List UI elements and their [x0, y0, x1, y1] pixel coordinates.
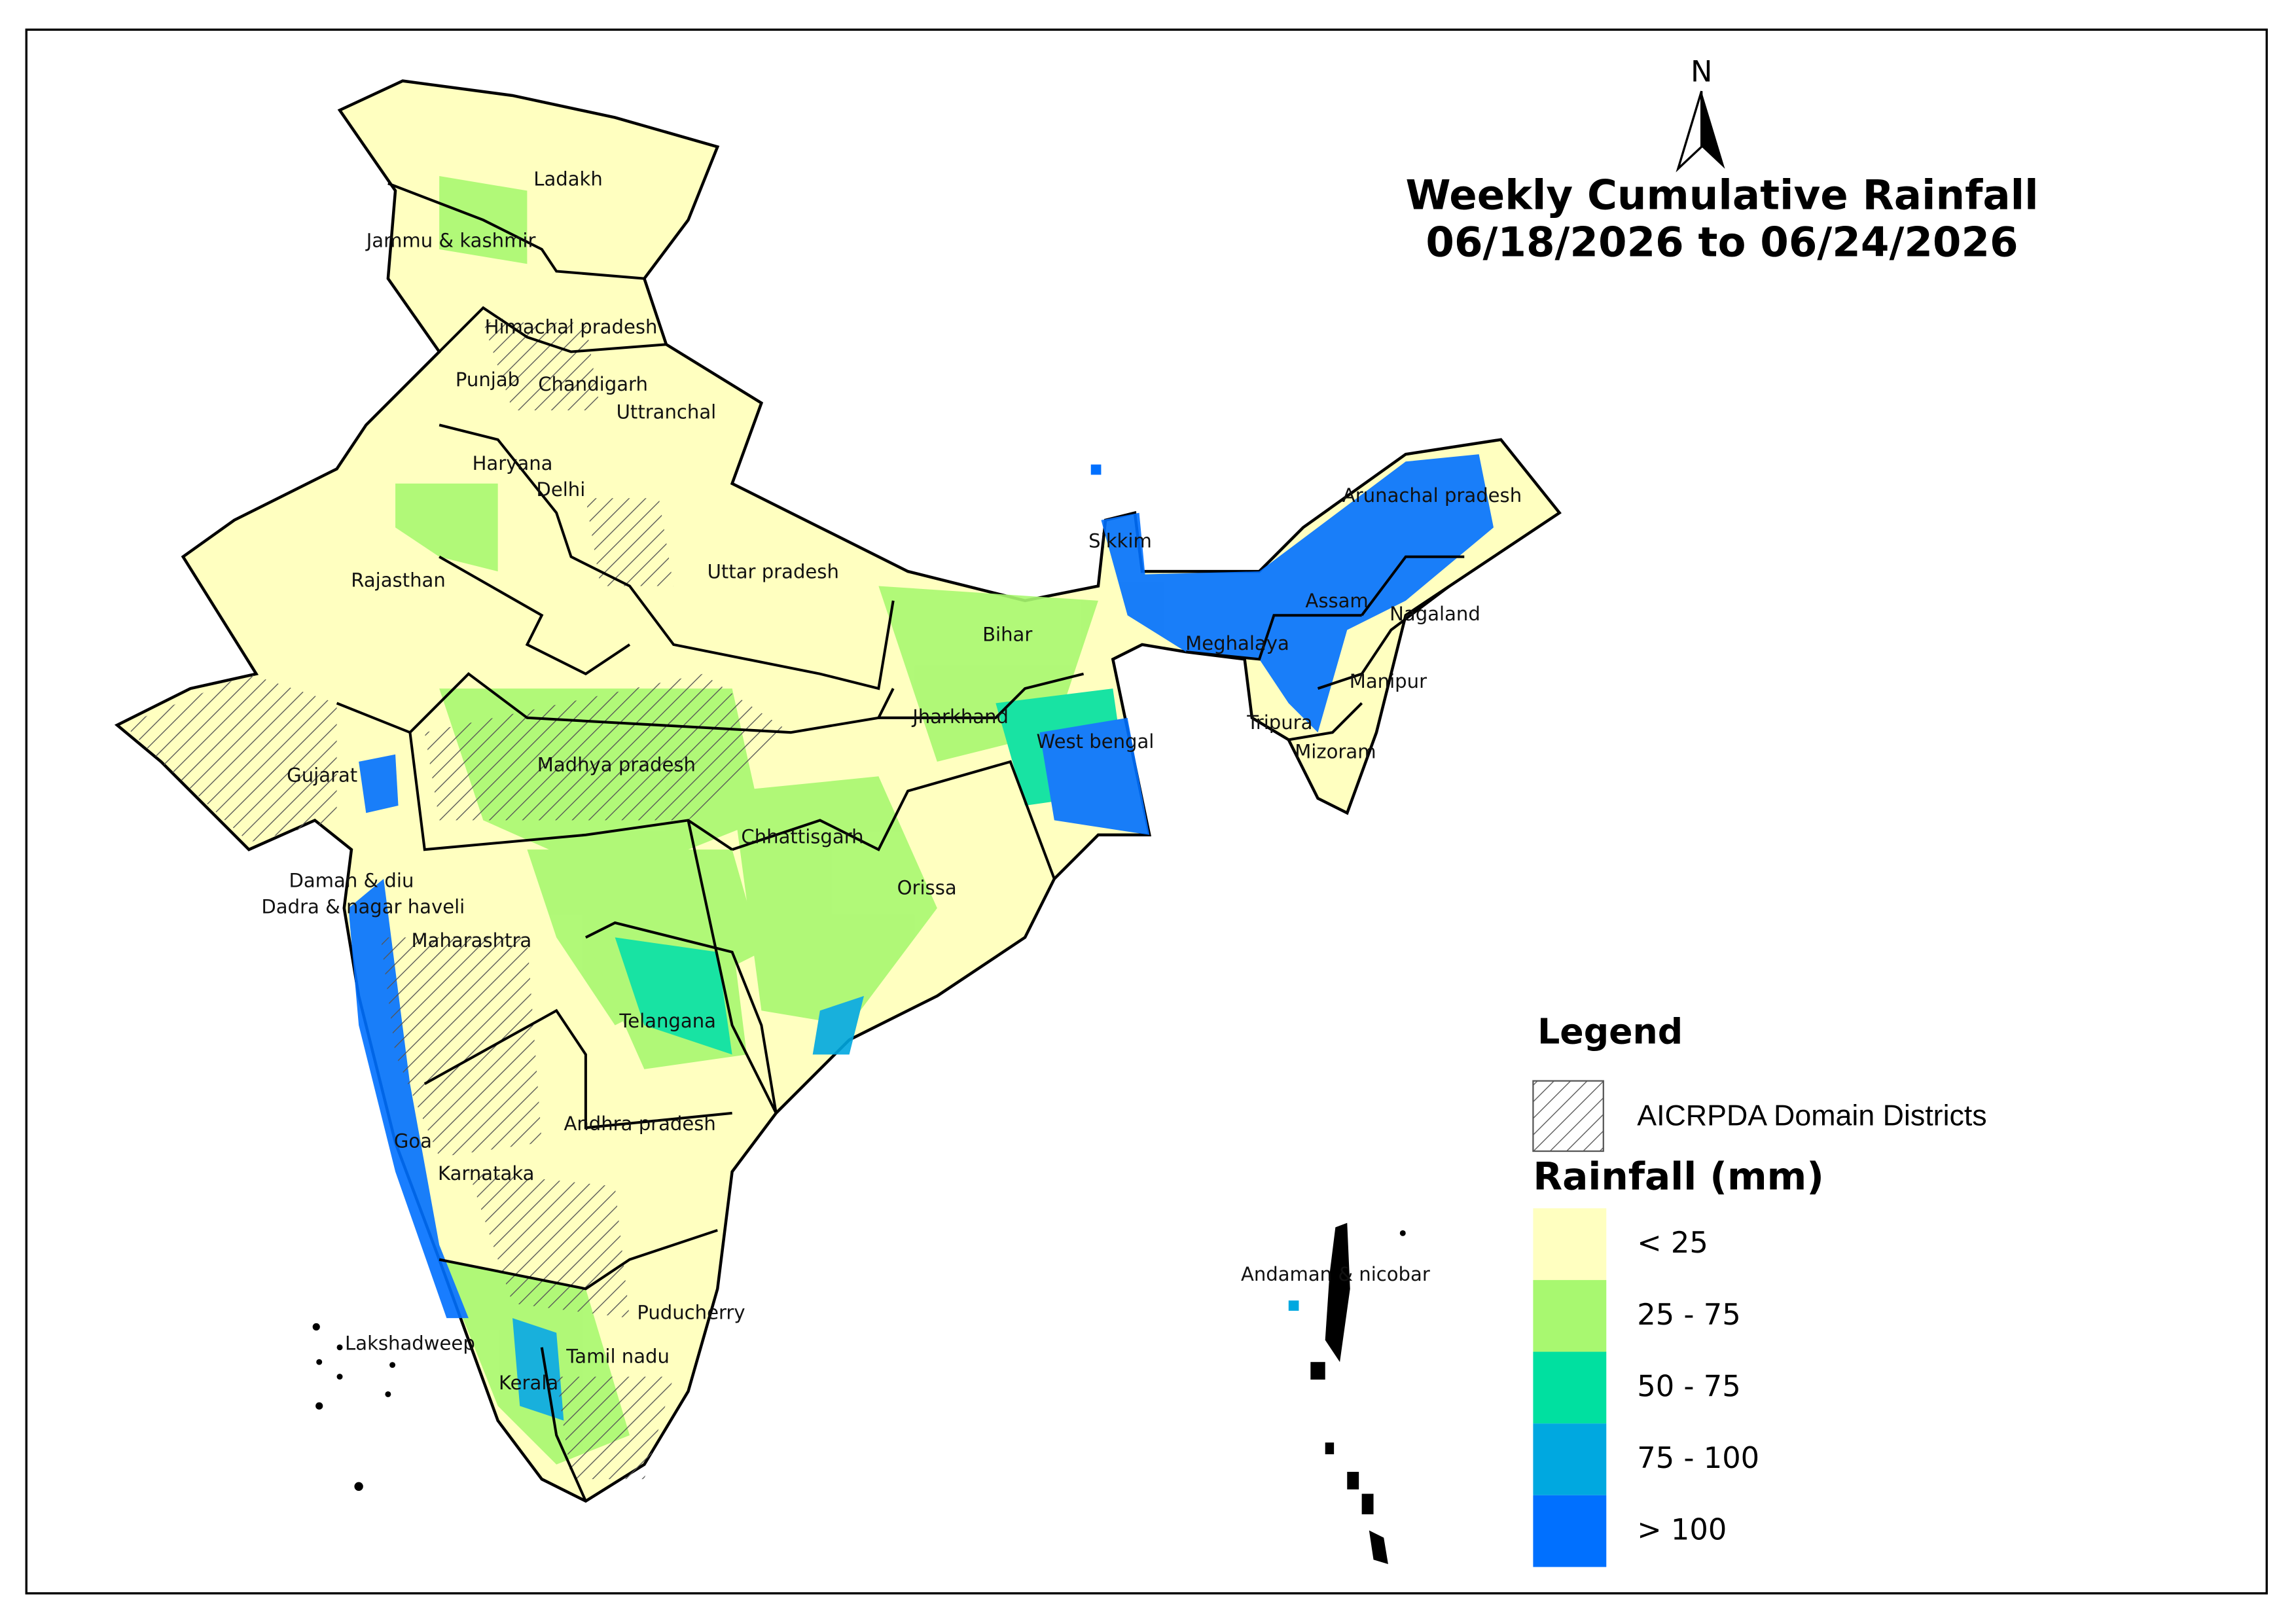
- legend-label: 25 - 75: [1637, 1297, 1740, 1332]
- region-label: Uttar pradesh: [708, 560, 839, 582]
- legend-label: < 25: [1637, 1225, 1708, 1260]
- legend: Legend AICRPDA Domain Districts Rainfall…: [1532, 1011, 1987, 1567]
- region-label: Chandigarh: [538, 373, 648, 395]
- region-label: Sikkim: [1088, 529, 1152, 552]
- region-label: Mizoram: [1295, 741, 1376, 763]
- legend-swatch: [1533, 1279, 1607, 1352]
- islands: [312, 464, 1406, 1564]
- region-label: Manipur: [1350, 670, 1427, 692]
- legend-label: 75 - 100: [1637, 1440, 1759, 1475]
- north-label: N: [1691, 54, 1712, 88]
- region-label: Punjab: [456, 368, 520, 391]
- region-label: Nagaland: [1390, 603, 1480, 625]
- region-label: Chhattisgarh: [741, 825, 863, 847]
- country: [114, 79, 1562, 1564]
- region-label: Daman & diu: [289, 869, 414, 891]
- region-label: Tamil nadu: [565, 1345, 670, 1367]
- legend-title: Legend: [1537, 1011, 1683, 1052]
- legend-swatch: [1533, 1208, 1607, 1280]
- region-labels: Ladakh Jammu & kashmir Himachal pradesh …: [261, 168, 1522, 1394]
- region-label: Haryana: [473, 452, 553, 474]
- region-label: Karnataka: [438, 1162, 534, 1185]
- region-label: Kerala: [499, 1372, 558, 1394]
- state-borders: [336, 182, 1465, 1502]
- region-label: Delhi: [536, 478, 585, 501]
- region-label: Tripura: [1246, 711, 1312, 734]
- region-label: Dadra & nagar haveli: [261, 896, 465, 918]
- legend-label: > 100: [1637, 1512, 1727, 1547]
- arrow-half: [1676, 90, 1703, 173]
- region-label: Puducherry: [637, 1301, 745, 1323]
- region-label: Jammu & kashmir: [365, 230, 536, 252]
- north-arrow: N: [1676, 54, 1725, 173]
- region-label: Gujarat: [287, 764, 357, 786]
- region-label: West bengal: [1037, 730, 1155, 753]
- region-label: Maharashtra: [412, 929, 532, 952]
- region-label: Goa: [394, 1130, 432, 1152]
- region-label: Jharkhand: [911, 705, 1009, 728]
- region-label: Bihar: [982, 624, 1032, 646]
- subtitle: 06/18/2026 to 06/24/2026: [1426, 218, 2018, 266]
- region-label: Telangana: [619, 1010, 716, 1032]
- hatch-swatch: [1532, 1080, 1604, 1152]
- legend-swatch: [1533, 1495, 1607, 1567]
- region-label: Arunachal pradesh: [1342, 484, 1522, 507]
- region-label: Lakshadweep: [345, 1332, 475, 1354]
- legend-swatch: [1533, 1423, 1607, 1495]
- region-label: Madhya pradesh: [537, 754, 696, 776]
- region-label: Uttranchal: [617, 401, 717, 423]
- legend-label: 50 - 75: [1637, 1368, 1740, 1403]
- region-label: Meghalaya: [1185, 632, 1289, 654]
- rainfall-title: Rainfall (mm): [1533, 1154, 1823, 1199]
- region-label: Ladakh: [533, 168, 603, 190]
- title: Weekly Cumulative Rainfall: [1405, 171, 2038, 219]
- frame: [25, 28, 2268, 1595]
- legend-swatch: [1533, 1351, 1607, 1424]
- region-label: Andaman & nicobar: [1241, 1263, 1430, 1285]
- arrow-half: [1701, 91, 1725, 169]
- region-label: Himachal pradesh: [485, 316, 658, 338]
- region-label: Andhra pradesh: [564, 1113, 715, 1135]
- region-label: Orissa: [897, 877, 957, 899]
- domain-hatch: [124, 322, 791, 1480]
- region-label: Assam: [1305, 590, 1368, 612]
- region-label: Rajasthan: [351, 569, 446, 592]
- hatch-label: AICRPDA Domain Districts: [1637, 1099, 1986, 1132]
